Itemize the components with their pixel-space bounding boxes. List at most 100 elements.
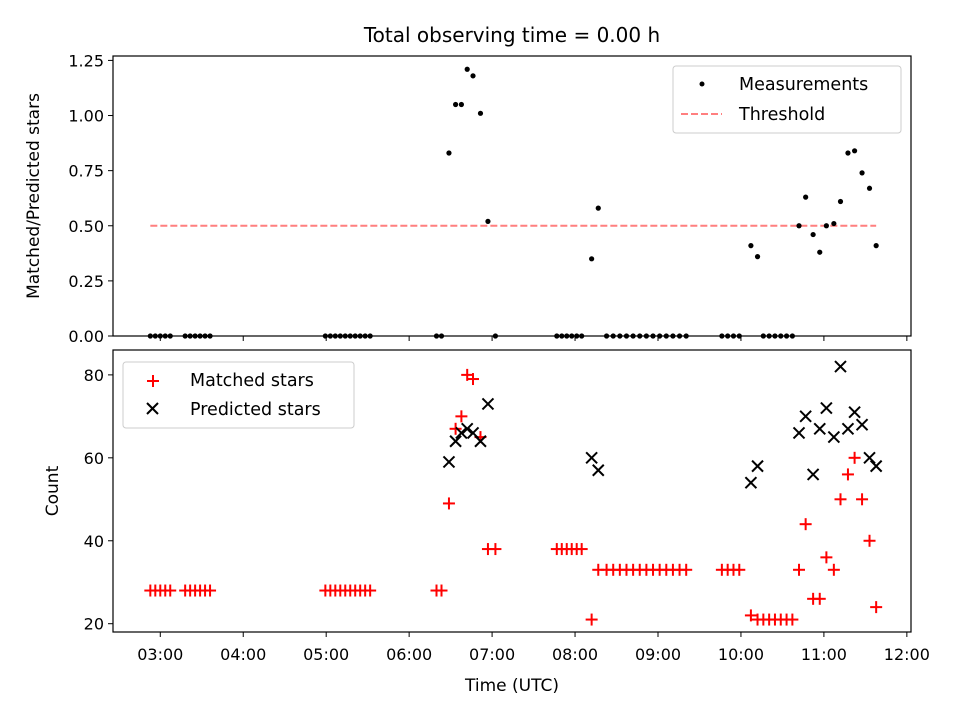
top-y-tick-label: 0.75: [68, 162, 104, 181]
top-panel: 0.00 0.25 0.50 0.75 1.00 1.25 Matched/Predict…: [24, 51, 912, 346]
bottom-y-tick-label: 40: [84, 532, 104, 551]
matched-star-point: [820, 551, 833, 564]
predicted-x-b: [449, 435, 462, 448]
predicted-x-b: [841, 422, 855, 436]
measurement-point: [748, 243, 754, 249]
predicted-star-point: [474, 435, 487, 448]
matched-star-point: [856, 493, 869, 506]
predicted-star-point: [460, 422, 474, 436]
x-tick-label: 06:00: [386, 645, 432, 664]
predicted-x-b: [806, 468, 820, 481]
predicted-x-b: [481, 397, 495, 411]
matched-star-point: [364, 584, 377, 597]
matched-star-point: [680, 563, 693, 576]
legend-matched-marker: [147, 375, 159, 387]
measurement-point: [845, 150, 851, 156]
measurement-point: [589, 256, 595, 262]
predicted-x-b: [792, 426, 806, 440]
legend-threshold-label: Threshold: [738, 105, 825, 125]
matched-star-point: [575, 543, 588, 556]
matched-star-point: [733, 563, 746, 576]
x-tick-label: 05:00: [303, 645, 349, 664]
bottom-panel-marks: [144, 360, 883, 626]
predicted-x-b: [466, 426, 480, 440]
predicted-star-point: [442, 455, 456, 469]
x-tick-label: 04:00: [220, 645, 266, 664]
predicted-star-point: [751, 459, 764, 473]
top-y-tick-label: 1.00: [68, 107, 104, 126]
top-panel-marks: [147, 66, 879, 339]
measurement-point: [796, 223, 802, 229]
measurement-point: [831, 220, 837, 227]
predicted-star-point: [848, 405, 861, 419]
predicted-x-b: [813, 422, 826, 436]
measurement-point: [477, 110, 484, 116]
top-legend-box: [672, 65, 902, 134]
x-tick-label: 11:00: [801, 645, 847, 664]
matched-star-point: [467, 373, 480, 386]
predicted-star-point: [799, 410, 812, 423]
top-y-tick-label: 0.50: [68, 217, 104, 236]
matched-star-point: [870, 601, 883, 614]
matched-star-point: [164, 584, 177, 597]
predicted-star-point: [827, 430, 841, 444]
x-tick-label: 08:00: [552, 645, 598, 664]
x-tick-label: 12:00: [884, 645, 930, 664]
matched-star-point: [841, 468, 854, 481]
legend-measurements-marker: [699, 81, 705, 87]
bottom-y-tick-label: 80: [84, 366, 104, 385]
predicted-star-point: [863, 451, 876, 465]
measurement-point: [485, 218, 491, 224]
bottom-y-tick-label: 60: [84, 449, 104, 468]
predicted-x-b: [751, 459, 764, 473]
matched-star-point: [455, 410, 468, 423]
bottom-legend: Matched stars Predicted stars: [122, 361, 355, 429]
x-tick-label: 03:00: [137, 645, 183, 664]
legend-matched-label: Matched stars: [190, 371, 314, 391]
bottom-y-axis-label: Count: [43, 465, 63, 516]
bottom-panel: 03:00 04:00 05:00 06:00 07:00 08:00 09:00 10:00…: [43, 349, 930, 696]
matched-star-point: [834, 493, 847, 506]
measurement-point: [595, 205, 601, 211]
predicted-star-point: [841, 422, 855, 436]
predicted-x-b: [827, 430, 841, 444]
predicted-x-b: [848, 405, 861, 419]
predicted-star-point: [455, 426, 468, 440]
legend-predicted-marker: [146, 402, 159, 415]
predicted-star-point: [820, 401, 833, 415]
measurement-point: [446, 150, 452, 156]
measurement-point: [803, 194, 809, 200]
matched-star-point: [449, 422, 462, 435]
predicted-x-b: [799, 410, 812, 423]
matched-star-point: [827, 563, 840, 576]
predicted-x-b: [585, 451, 598, 465]
predicted-star-point: [806, 468, 820, 481]
top-y-axis-label: Matched/Predicted stars: [24, 93, 44, 299]
predicted-x-b: [863, 451, 876, 465]
matched-star-point: [744, 609, 757, 622]
matched-star-point: [799, 518, 812, 531]
predicted-x-b: [592, 464, 605, 477]
x-tick-label: 09:00: [635, 645, 681, 664]
predicted-x-b: [474, 435, 487, 448]
measurement-point: [464, 66, 470, 72]
x-tick-label: 07:00: [469, 645, 515, 664]
matched-star-point: [848, 451, 861, 464]
measurement-point: [754, 254, 761, 260]
predicted-star-point: [855, 418, 869, 431]
measurement-point: [810, 231, 816, 238]
matched-star-point: [813, 592, 826, 605]
predicted-star-point: [481, 397, 495, 411]
top-y-tick-label: 0.25: [68, 272, 104, 291]
x-tick-label: 10:00: [718, 645, 764, 664]
measurement-point: [470, 73, 476, 79]
measurement-point: [458, 101, 464, 108]
top-legend: Measurements Threshold: [672, 65, 902, 134]
predicted-star-point: [869, 459, 883, 473]
predicted-x-b: [869, 459, 883, 473]
predicted-x-b: [460, 422, 474, 436]
predicted-star-point: [834, 360, 847, 373]
predicted-x-b: [834, 360, 847, 373]
measurement-point: [873, 243, 879, 249]
